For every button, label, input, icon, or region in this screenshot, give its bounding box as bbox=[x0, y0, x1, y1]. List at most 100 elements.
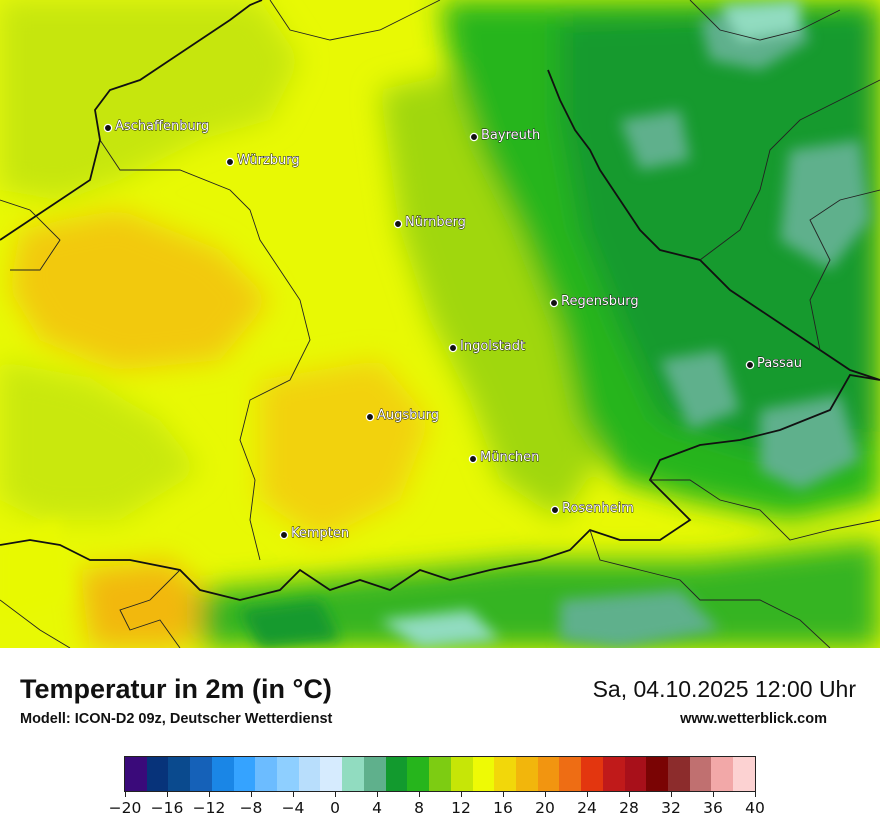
legend-tick bbox=[419, 791, 420, 797]
city-münchen: München bbox=[468, 450, 540, 465]
legend-tick-label: −20 bbox=[108, 799, 142, 817]
legend-color-swatch bbox=[298, 757, 321, 791]
legend-color-swatch bbox=[429, 757, 451, 791]
map-title: Temperatur in 2m (in °C) bbox=[20, 674, 332, 704]
legend-tick bbox=[461, 791, 462, 797]
legend-tick-label: −8 bbox=[239, 799, 263, 817]
legend-tick-label: 36 bbox=[703, 799, 723, 817]
legend-color-swatch bbox=[624, 757, 647, 791]
legend-color-swatch bbox=[581, 757, 603, 791]
city-dot bbox=[103, 123, 113, 133]
legend-tick-label: 16 bbox=[493, 799, 513, 817]
city-dot bbox=[469, 132, 479, 142]
legend-color-swatch bbox=[711, 757, 734, 791]
temperature-field bbox=[0, 0, 880, 648]
legend-color-swatch bbox=[472, 757, 495, 791]
city-label: Augsburg bbox=[377, 408, 439, 423]
city-dot bbox=[225, 157, 235, 167]
city-rosenheim: Rosenheim bbox=[550, 501, 634, 516]
color-legend-ticks: −20 −16 −12 −8 −4 0 4 8 12 16 20 24 28 32 36 40 bbox=[109, 791, 765, 821]
legend-tick-label: 24 bbox=[577, 799, 597, 817]
color-legend-bar bbox=[124, 756, 756, 792]
city-label: Regensburg bbox=[561, 294, 639, 309]
legend-tick bbox=[503, 791, 504, 797]
legend-color-swatch bbox=[342, 757, 364, 791]
legend-color-swatch bbox=[689, 757, 712, 791]
city-label: Aschaffenburg bbox=[115, 119, 209, 134]
city-regensburg: Regensburg bbox=[549, 294, 639, 309]
city-dot bbox=[448, 343, 458, 353]
legend-tick-label: 20 bbox=[535, 799, 555, 817]
legend-tick bbox=[629, 791, 630, 797]
legend-color-swatch bbox=[733, 757, 755, 791]
city-würzburg: Würzburg bbox=[225, 153, 300, 168]
city-label: Rosenheim bbox=[562, 501, 634, 516]
legend-color-swatch bbox=[450, 757, 473, 791]
legend-tick bbox=[251, 791, 252, 797]
legend-color-swatch bbox=[494, 757, 516, 791]
legend-tick bbox=[125, 791, 126, 797]
city-label: Passau bbox=[757, 356, 802, 371]
city-markers: Aschaffenburg Würzburg Bayreuth Nürnberg Reg… bbox=[103, 119, 802, 541]
city-dot bbox=[365, 412, 375, 422]
legend-tick bbox=[377, 791, 378, 797]
legend-tick-label: 8 bbox=[414, 799, 424, 817]
legend-tick-label: −4 bbox=[281, 799, 305, 817]
legend-tick bbox=[335, 791, 336, 797]
legend-tick bbox=[209, 791, 210, 797]
city-dot bbox=[549, 298, 559, 308]
city-dot bbox=[468, 454, 478, 464]
legend-tick-label: 32 bbox=[661, 799, 681, 817]
temperature-map: Aschaffenburg Würzburg Bayreuth Nürnberg Reg… bbox=[0, 0, 880, 648]
legend-tick bbox=[167, 791, 168, 797]
legend-color-swatch bbox=[146, 757, 169, 791]
legend-color-swatch bbox=[559, 757, 582, 791]
legend-tick-label: 40 bbox=[745, 799, 765, 817]
legend-color-swatch bbox=[320, 757, 343, 791]
legend-color-swatch bbox=[602, 757, 625, 791]
website-link[interactable]: www.wetterblick.com bbox=[680, 711, 827, 727]
model-source: Modell: ICON-D2 09z, Deutscher Wetterdie… bbox=[20, 711, 333, 727]
city-nürnberg: Nürnberg bbox=[393, 215, 466, 230]
legend-tick-label: 12 bbox=[451, 799, 471, 817]
city-dot bbox=[393, 219, 403, 229]
city-label: Nürnberg bbox=[405, 215, 466, 230]
legend-color-swatch bbox=[168, 757, 191, 791]
city-dot bbox=[550, 505, 560, 515]
forecast-datetime: Sa, 04.10.2025 12:00 Uhr bbox=[592, 676, 856, 702]
legend-color-swatch bbox=[646, 757, 668, 791]
footer: Temperatur in 2m (in °C) Modell: ICON-D2… bbox=[0, 648, 880, 830]
city-label: München bbox=[480, 450, 539, 465]
city-kempten: Kempten bbox=[279, 526, 350, 541]
legend-color-swatch bbox=[385, 757, 408, 791]
legend-tick-label: 0 bbox=[330, 799, 340, 817]
city-augsburg: Augsburg bbox=[365, 408, 439, 423]
legend-tick bbox=[713, 791, 714, 797]
city-label: Würzburg bbox=[237, 153, 300, 168]
city-dot bbox=[279, 530, 289, 540]
legend-color-swatch bbox=[363, 757, 386, 791]
legend-tick-label: −12 bbox=[192, 799, 226, 817]
legend-tick-label: 28 bbox=[619, 799, 639, 817]
legend-tick-label: 4 bbox=[372, 799, 382, 817]
legend-color-swatch bbox=[407, 757, 430, 791]
legend-color-swatch bbox=[233, 757, 256, 791]
city-bayreuth: Bayreuth bbox=[469, 128, 541, 143]
city-ingolstadt: Ingolstadt bbox=[448, 339, 526, 354]
legend-tick-label: −16 bbox=[150, 799, 184, 817]
legend-color-swatch bbox=[667, 757, 690, 791]
city-aschaffenburg: Aschaffenburg bbox=[103, 119, 210, 134]
boundary-lines bbox=[0, 0, 880, 648]
legend-color-swatch bbox=[211, 757, 234, 791]
legend-color-swatch bbox=[515, 757, 538, 791]
legend-tick bbox=[671, 791, 672, 797]
city-label: Kempten bbox=[291, 526, 349, 541]
legend-color-swatch bbox=[537, 757, 560, 791]
legend-tick bbox=[755, 791, 756, 797]
city-label: Bayreuth bbox=[481, 128, 540, 143]
legend-color-swatch bbox=[190, 757, 212, 791]
legend-tick bbox=[545, 791, 546, 797]
legend-tick bbox=[293, 791, 294, 797]
legend-tick bbox=[587, 791, 588, 797]
legend-color-swatch bbox=[255, 757, 278, 791]
